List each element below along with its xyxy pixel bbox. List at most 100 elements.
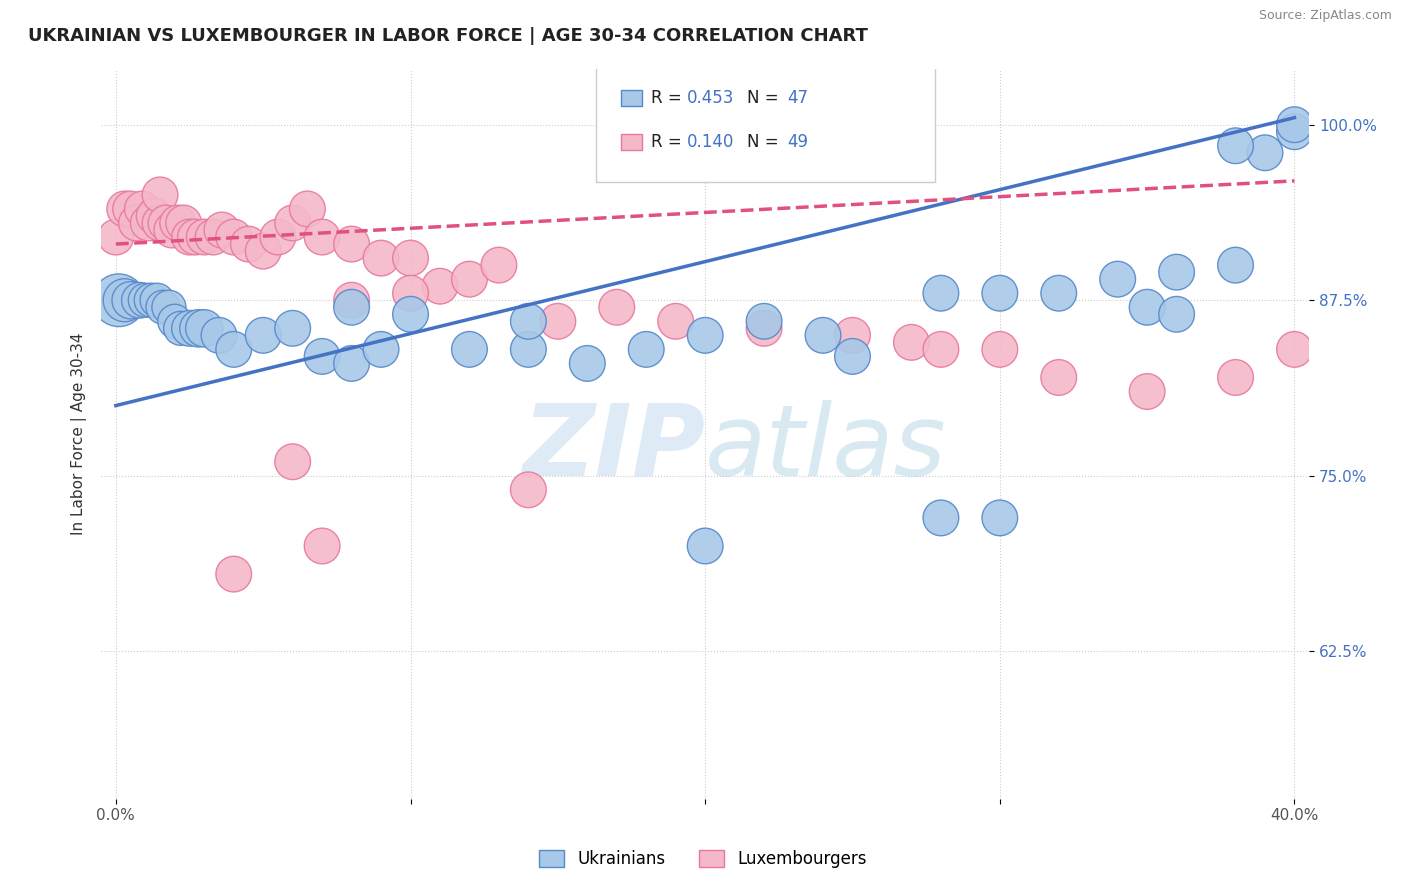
Point <box>267 230 290 244</box>
Point <box>929 511 952 525</box>
Point <box>170 321 193 335</box>
FancyBboxPatch shape <box>620 90 643 106</box>
Point <box>311 350 333 364</box>
Point <box>1166 265 1188 279</box>
Point <box>193 230 215 244</box>
Point <box>929 343 952 357</box>
Point <box>202 230 225 244</box>
Point <box>120 293 142 308</box>
Point <box>429 279 451 293</box>
Point <box>149 216 172 230</box>
Point <box>222 567 245 582</box>
Point <box>988 511 1011 525</box>
Point <box>120 202 142 216</box>
Point <box>141 293 163 308</box>
Point <box>1136 384 1159 399</box>
Point <box>163 314 186 328</box>
Point <box>143 209 166 223</box>
Point <box>1107 272 1129 286</box>
Text: 47: 47 <box>787 88 808 107</box>
Point <box>399 307 422 321</box>
FancyBboxPatch shape <box>620 134 643 151</box>
Point <box>399 286 422 301</box>
Text: N =: N = <box>748 133 785 151</box>
Point <box>211 223 233 237</box>
Point <box>1225 258 1247 272</box>
Point <box>1284 343 1306 357</box>
Text: Source: ZipAtlas.com: Source: ZipAtlas.com <box>1258 9 1392 22</box>
Point <box>752 314 775 328</box>
Point <box>517 483 540 497</box>
Point <box>929 286 952 301</box>
Point <box>1225 370 1247 384</box>
Point <box>370 343 392 357</box>
Point <box>222 343 245 357</box>
Point <box>193 321 215 335</box>
Point <box>104 230 127 244</box>
Point <box>488 258 510 272</box>
Point <box>841 350 863 364</box>
Point <box>222 230 245 244</box>
Point <box>1047 370 1070 384</box>
Point <box>752 321 775 335</box>
Point <box>173 216 195 230</box>
Point <box>187 321 209 335</box>
Point <box>184 230 207 244</box>
Point <box>576 356 599 370</box>
Point <box>399 251 422 265</box>
Point <box>1284 118 1306 132</box>
Point <box>458 272 481 286</box>
Point <box>1225 138 1247 153</box>
Point <box>340 293 363 308</box>
Point <box>208 328 231 343</box>
Point <box>238 237 260 252</box>
Point <box>155 216 177 230</box>
Point <box>146 293 169 308</box>
Point <box>900 335 922 350</box>
Point <box>1254 145 1277 160</box>
Point <box>114 293 136 308</box>
Point <box>125 216 148 230</box>
Point <box>134 293 156 308</box>
Point <box>1166 307 1188 321</box>
Text: 49: 49 <box>787 133 808 151</box>
Point <box>517 314 540 328</box>
Point <box>166 216 188 230</box>
Point <box>108 293 131 308</box>
Point <box>1047 286 1070 301</box>
Point <box>179 321 201 335</box>
Text: 0.453: 0.453 <box>688 88 734 107</box>
Point <box>1136 300 1159 314</box>
Point <box>340 356 363 370</box>
Point <box>131 202 153 216</box>
Text: N =: N = <box>748 88 785 107</box>
Point <box>606 300 628 314</box>
Point <box>128 293 150 308</box>
Legend: Ukrainians, Luxembourgers: Ukrainians, Luxembourgers <box>533 843 873 875</box>
Point <box>281 321 304 335</box>
Point <box>311 539 333 553</box>
Point <box>370 251 392 265</box>
Text: UKRAINIAN VS LUXEMBOURGER IN LABOR FORCE | AGE 30-34 CORRELATION CHART: UKRAINIAN VS LUXEMBOURGER IN LABOR FORCE… <box>28 27 868 45</box>
Point <box>665 314 688 328</box>
Point <box>152 300 174 314</box>
Point <box>340 237 363 252</box>
Point <box>281 216 304 230</box>
Point <box>179 230 201 244</box>
Text: R =: R = <box>651 88 686 107</box>
Point <box>811 328 834 343</box>
Point <box>988 343 1011 357</box>
Point <box>517 343 540 357</box>
Point <box>695 539 717 553</box>
Point <box>841 328 863 343</box>
Point <box>636 343 658 357</box>
Point <box>458 343 481 357</box>
Point <box>157 300 180 314</box>
Point <box>988 286 1011 301</box>
Point <box>547 314 569 328</box>
Point <box>311 230 333 244</box>
FancyBboxPatch shape <box>596 65 935 182</box>
Point <box>1284 125 1306 139</box>
Point <box>695 328 717 343</box>
Point <box>149 188 172 202</box>
